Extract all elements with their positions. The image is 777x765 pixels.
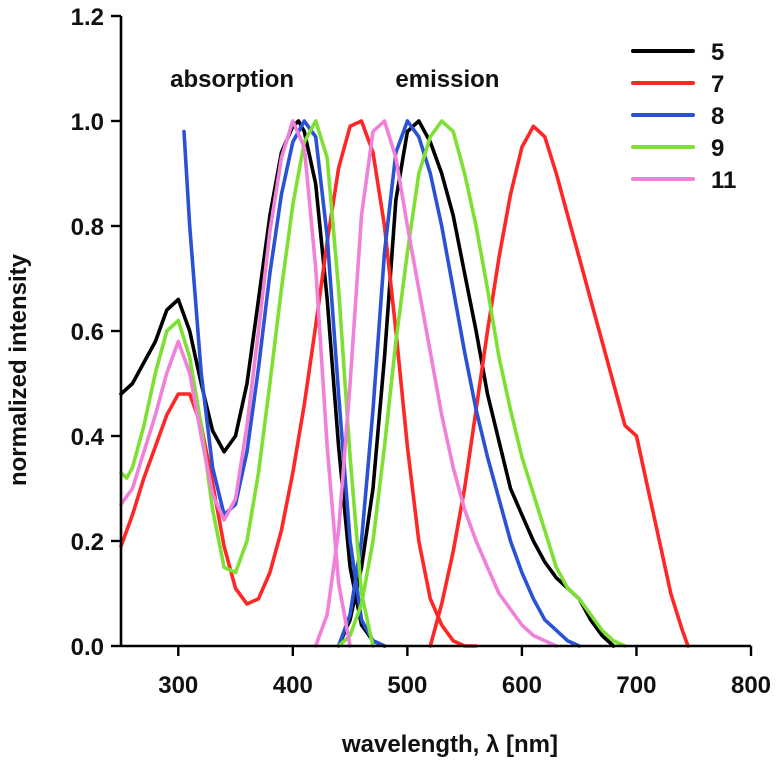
y-tick-label: 0.6 — [71, 319, 104, 346]
series-5-absorption-line — [119, 119, 387, 648]
legend: 5 7 8 9 11 — [631, 39, 736, 194]
annotation-absorption: absorption — [170, 66, 294, 93]
x-tick-label: 300 — [158, 672, 198, 699]
legend-label-5: 5 — [711, 39, 724, 66]
x-axis-title: wavelength, λ [nm] — [341, 731, 558, 758]
annotation-emission: emission — [395, 66, 499, 93]
series-11-absorption-line — [119, 119, 352, 648]
y-tick-label: 1.2 — [71, 4, 104, 31]
y-tick-label: 0.4 — [71, 424, 105, 451]
y-axis-title: normalized intensity — [5, 253, 32, 486]
series-layer — [119, 119, 690, 648]
y-tick-label: 0.0 — [71, 634, 104, 661]
series-9-absorption-line — [119, 119, 375, 648]
series-11-emission-line — [313, 119, 559, 648]
series-8-absorption-line — [182, 119, 387, 648]
legend-label-7: 7 — [711, 71, 724, 98]
legend-label-8: 8 — [711, 103, 724, 130]
axes-layer — [119, 16, 751, 648]
x-tick-label: 800 — [731, 672, 771, 699]
legend-label-9: 9 — [711, 135, 724, 162]
x-tick-label: 600 — [502, 672, 542, 699]
y-tick-label: 0.8 — [71, 214, 104, 241]
series-7-absorption-line — [119, 119, 478, 648]
ticks-layer: 300 400 500 600 700 800 0.0 0.2 0.4 0.6 0.8 1.0 1.2 — [71, 4, 771, 699]
y-tick-label: 0.2 — [71, 529, 104, 556]
series-9-emission-line — [336, 119, 627, 648]
y-tick-label: 1.0 — [71, 109, 104, 136]
series-7-emission-line — [428, 124, 690, 648]
x-tick-label: 500 — [387, 672, 427, 699]
x-tick-label: 700 — [616, 672, 656, 699]
legend-label-11: 11 — [711, 167, 736, 194]
x-tick-label: 400 — [273, 672, 313, 699]
series-8-emission-line — [336, 119, 582, 648]
